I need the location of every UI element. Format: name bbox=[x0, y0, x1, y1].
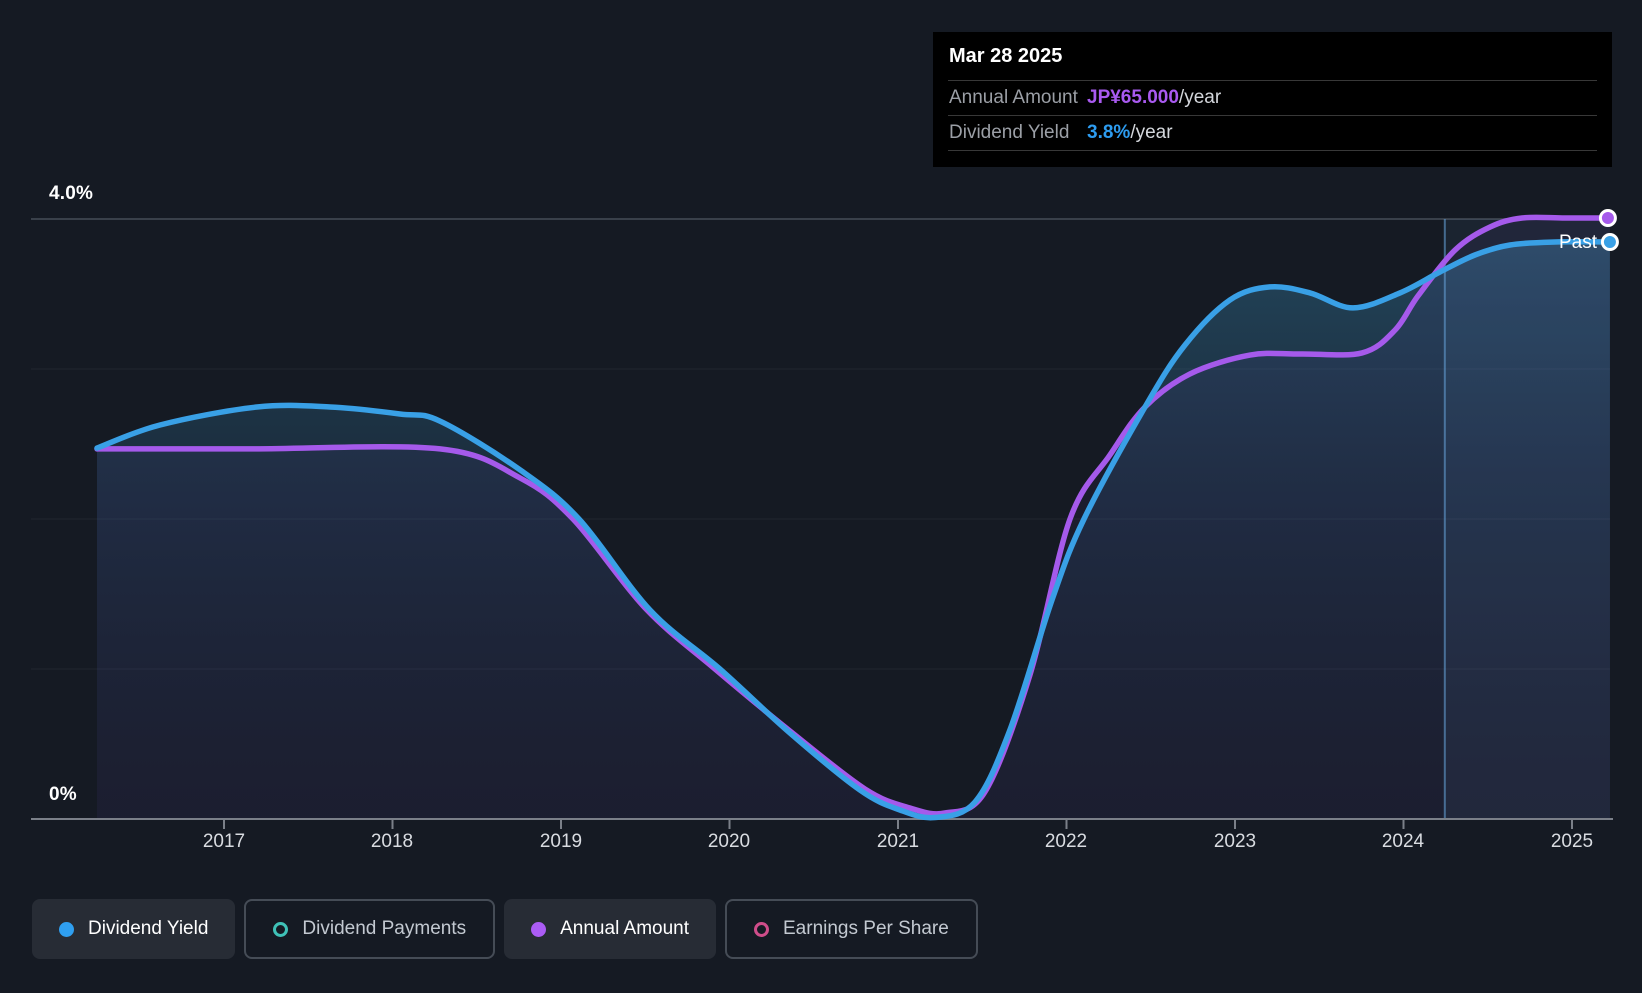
past-period-band bbox=[1444, 219, 1610, 819]
x-tick-2018: 2018 bbox=[370, 831, 414, 852]
x-tick-2023: 2023 bbox=[1213, 831, 1257, 852]
dividend-yield-area bbox=[97, 241, 1610, 819]
tooltip-value: JP¥65.000 bbox=[1087, 87, 1179, 108]
tooltip-label: Dividend Yield bbox=[949, 122, 1070, 143]
legend-label: Annual Amount bbox=[560, 918, 689, 939]
legend-label: Earnings Per Share bbox=[783, 918, 949, 939]
legend-dividend-payments-button[interactable]: Dividend Payments bbox=[244, 899, 496, 959]
legend-label: Dividend Yield bbox=[88, 918, 209, 939]
y-axis-min-label: 0% bbox=[49, 784, 77, 805]
legend-dividend-yield-button[interactable]: Dividend Yield bbox=[32, 899, 236, 959]
annual-amount-marker-icon bbox=[531, 921, 547, 937]
x-tick-2020: 2020 bbox=[707, 831, 751, 852]
legend-annual-amount-button[interactable]: Annual Amount bbox=[504, 899, 716, 959]
y-axis-max-label: 4.0% bbox=[49, 183, 94, 204]
earnings-per-share-marker-icon bbox=[754, 921, 769, 937]
annual-amount-area bbox=[97, 217, 1610, 820]
tooltip-value: 3.8% bbox=[1087, 122, 1131, 143]
tooltip-date: Mar 28 2025 bbox=[948, 45, 1597, 81]
dividend-yield-line bbox=[94, 239, 1613, 821]
chart-legend: Dividend Yield Dividend Payments Annual … bbox=[32, 899, 978, 959]
tooltip-row-annual-amount: Annual Amount JP¥65.000/year bbox=[948, 81, 1597, 116]
tooltip-row-dividend-yield: Dividend Yield 3.8%/year bbox=[948, 116, 1597, 151]
x-tick-2017: 2017 bbox=[202, 831, 246, 852]
x-tick-2021: 2021 bbox=[876, 831, 920, 852]
legend-earnings-per-share-button[interactable]: Earnings Per Share bbox=[725, 899, 978, 959]
tooltip-value-suffix: /year bbox=[1130, 122, 1173, 143]
tooltip-value-suffix: /year bbox=[1178, 87, 1222, 108]
legend-label: Dividend Payments bbox=[302, 918, 467, 939]
x-tick-2024: 2024 bbox=[1381, 831, 1425, 852]
dividend-payments-marker-icon bbox=[273, 921, 289, 937]
dividend-yield-marker-icon bbox=[59, 921, 74, 937]
past-period-label: Past bbox=[1558, 232, 1597, 253]
tooltip-label: Annual Amount bbox=[949, 87, 1078, 108]
x-tick-2025: 2025 bbox=[1550, 831, 1594, 852]
annual-amount-end-marker bbox=[1598, 208, 1617, 227]
dividend-yield-end-marker bbox=[1600, 232, 1619, 251]
chart-tooltip: Mar 28 2025 Annual Amount JP¥65.000/year… bbox=[933, 32, 1612, 167]
x-tick-2019: 2019 bbox=[539, 831, 583, 852]
x-tick-2022: 2022 bbox=[1044, 831, 1088, 852]
